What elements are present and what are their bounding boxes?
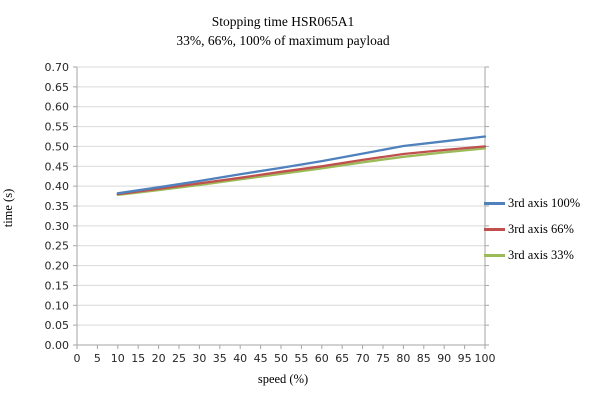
x-tick-label: 35 [213,352,227,365]
x-tick-label: 60 [315,352,329,365]
y-tick-label: 0.55 [45,121,70,134]
x-tick-label: 70 [356,352,370,365]
legend-item: 3rd axis 66% [484,216,580,242]
y-tick-label: 0.40 [45,180,70,193]
x-tick-label: 30 [192,352,206,365]
y-tick-label: 0.35 [45,200,70,213]
y-tick-label: 0.25 [45,240,70,253]
x-tick-label: 100 [475,352,496,365]
y-tick-label: 0.45 [45,160,70,173]
y-tick-label: 0.20 [45,260,70,273]
y-tick-label: 0.70 [45,61,70,74]
legend-label: 3rd axis 33% [508,247,574,262]
x-tick-label: 50 [274,352,288,365]
y-tick-label: 0.15 [45,279,70,292]
x-tick-label: 25 [172,352,186,365]
legend-item: 3rd axis 100% [484,190,580,216]
x-tick-label: 95 [458,352,472,365]
x-tick-label: 10 [111,352,125,365]
chart-legend: 3rd axis 100% 3rd axis 66% 3rd axis 33% [484,190,580,268]
x-tick-label: 40 [233,352,247,365]
legend-swatch [484,201,505,205]
y-tick-label: 0.30 [45,220,70,233]
series-line [116,147,487,197]
legend-swatch [484,227,505,231]
x-tick-label: 80 [396,352,410,365]
legend-label: 3rd axis 66% [508,221,574,236]
x-tick-label: 45 [254,352,268,365]
series-line [116,145,487,196]
y-tick-label: 0.10 [45,299,70,312]
y-tick-label: 0.50 [45,140,70,153]
legend-item: 3rd axis 33% [484,242,580,268]
chart-subtitle: 33%, 66%, 100% of maximum payload [176,33,390,48]
legend-label: 3rd axis 100% [508,195,581,210]
y-tick-label: 0.60 [45,101,70,114]
x-tick-label: 15 [131,352,145,365]
x-tick-label: 55 [294,352,308,365]
y-tick-label: 0.00 [45,339,70,352]
chart-title: Stopping time HSR065A1 [211,14,355,29]
chart-title-block: Stopping time HSR065A1 33%, 66%, 100% of… [0,12,566,50]
x-tick-label: 20 [152,352,166,365]
x-tick-label: 0 [74,352,81,365]
y-tick-label: 0.05 [45,319,70,332]
legend-swatch [484,253,505,257]
x-tick-label: 90 [437,352,451,365]
x-tick-label: 75 [376,352,390,365]
x-tick-label: 85 [417,352,431,365]
x-tick-label: 65 [335,352,349,365]
x-axis-title: speed (%) [257,372,309,386]
y-tick-label: 0.65 [45,81,70,94]
series-line [116,135,487,195]
x-tick-label: 5 [94,352,101,365]
